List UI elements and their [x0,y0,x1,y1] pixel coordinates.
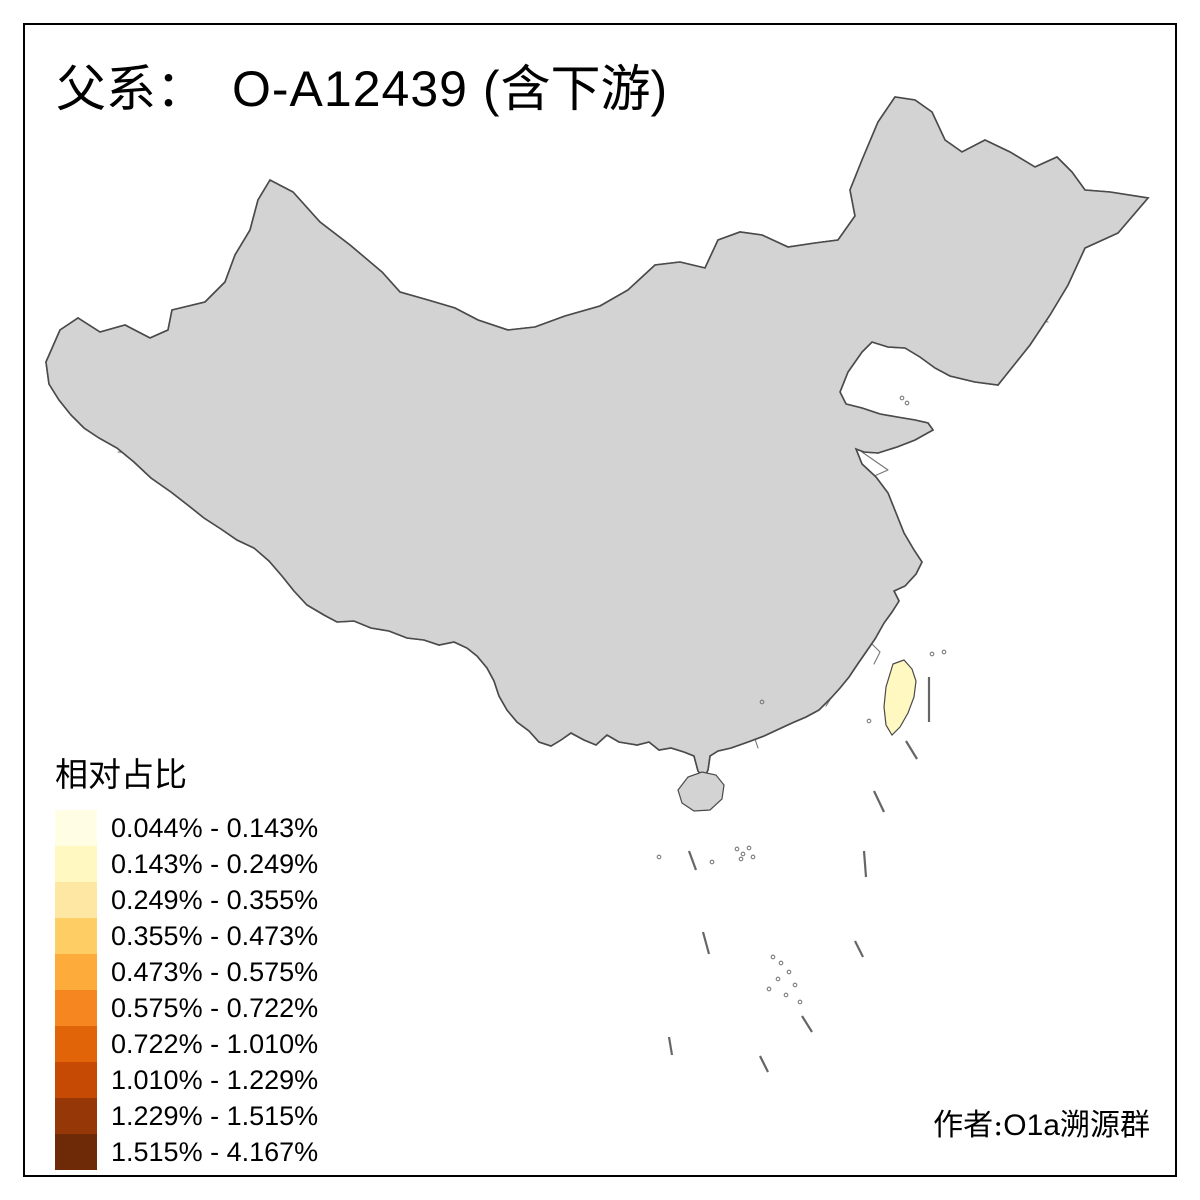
islet [750,854,756,860]
islet [786,969,792,975]
legend-range-label: 0.143% - 0.249% [111,848,319,879]
title-cjk-prefix: 父系： [56,60,206,118]
attribution-group-latin: O1a [1003,1109,1060,1142]
title-paren-close: ) [650,61,669,117]
islet [766,986,772,992]
islet [709,859,715,865]
dash-segment [873,790,885,813]
legend-range-label: 0.355% - 0.473% [111,920,319,951]
legend-row: 0.473% - 0.575% [55,954,318,990]
legend-row: 0.355% - 0.473% [55,918,318,954]
dash-segment [759,1055,769,1073]
legend-swatch [55,846,97,882]
dash-segment [667,1036,674,1056]
dash-segment [701,931,711,955]
legend-swatch [55,954,97,990]
legend-row: 1.229% - 1.515% [55,1098,318,1134]
islet [770,954,776,960]
legend-swatch [55,810,97,846]
hainan-island [677,771,725,812]
title-haplogroup-label: O-A12439 ( [232,61,501,117]
legend-swatch [55,918,97,954]
legend-entries: 0.044% - 0.143% 0.143% - 0.249% 0.249% - 0… [55,810,318,1170]
page-title: 父系： O-A12439 (含下游) [56,62,668,117]
islet [783,992,789,998]
islet [904,400,910,406]
islet [738,856,744,862]
legend-row: 0.143% - 0.249% [55,846,318,882]
legend-row: 0.044% - 0.143% [55,810,318,846]
legend-range-label: 0.044% - 0.143% [111,812,319,843]
islet [866,718,872,724]
dash-segment [862,850,868,878]
attribution-suffix: 溯源群 [1060,1108,1150,1143]
legend-range-label: 0.249% - 0.355% [111,884,319,915]
legend-row: 1.010% - 1.229% [55,1062,318,1098]
title-cjk-inner: 含下游 [500,60,651,118]
legend-row: 0.249% - 0.355% [55,882,318,918]
legend-swatch [55,1098,97,1134]
small-islets [656,395,947,1005]
dash-segment [801,1015,813,1033]
plot-frame [23,23,1177,1177]
islet [792,982,798,988]
attribution-prefix: 作者: [933,1108,1004,1143]
nine-dash-line [667,677,931,1073]
islet [778,960,784,966]
legend-row: 1.515% - 4.167% [55,1134,318,1170]
dash-segment [854,940,864,958]
islet [797,999,803,1005]
legend-title: 相对占比 [55,755,187,794]
dash-segment [905,740,918,760]
islet [759,699,765,705]
attribution: 作者:O1a溯源群 [933,1100,1150,1144]
islet [899,395,905,401]
legend-range-label: 0.575% - 0.722% [111,992,319,1023]
dash-segment [687,850,698,871]
legend-range-label: 1.515% - 4.167% [111,1136,319,1167]
islet [775,976,781,982]
legend-swatch [55,1134,97,1170]
islet [734,846,740,852]
islet [746,845,752,851]
legend-range-label: 0.473% - 0.575% [111,956,319,987]
taiwan-island [883,659,917,736]
legend-swatch [55,882,97,918]
legend: 相对占比 0.044% - 0.143% 0.143% - 0.249% 0.249… [55,748,318,1170]
islet [740,851,746,857]
islands-layer [677,659,917,812]
islet [656,854,662,860]
legend-swatch [55,1026,97,1062]
legend-row: 0.575% - 0.722% [55,990,318,1026]
legend-row: 0.722% - 1.010% [55,1026,318,1062]
legend-range-label: 1.229% - 1.515% [111,1100,319,1131]
legend-range-label: 0.722% - 1.010% [111,1028,319,1059]
islet [929,651,935,657]
legend-range-label: 1.010% - 1.229% [111,1064,319,1095]
legend-swatch [55,990,97,1026]
islet [941,649,947,655]
legend-swatch [55,1062,97,1098]
